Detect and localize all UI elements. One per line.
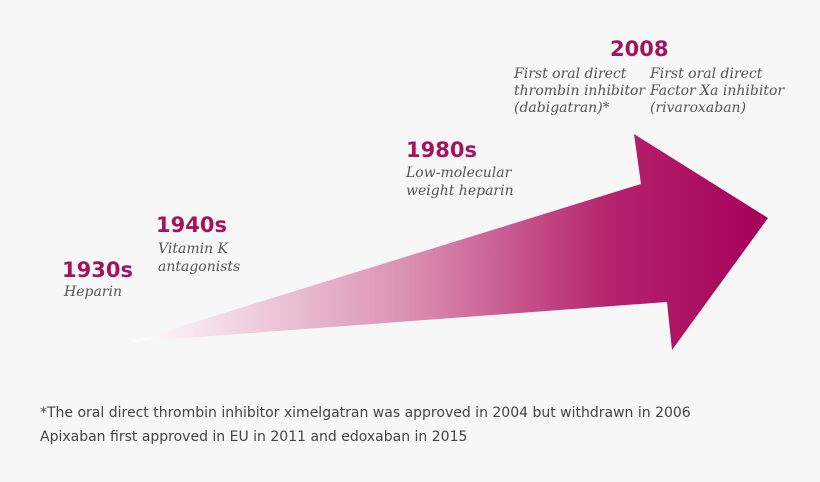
description: First oral direct <box>513 66 627 82</box>
description: weight heparin <box>406 183 514 199</box>
year: 1980s <box>406 138 477 162</box>
description: (rivaroxaban) <box>650 100 746 116</box>
description: First oral direct <box>649 66 763 82</box>
year: 1930s <box>62 258 133 282</box>
description: Low-molecular <box>405 165 513 181</box>
description: Vitamin K <box>158 241 230 257</box>
description: antagonists <box>158 259 240 275</box>
description: Factor Xa inhibitor <box>649 83 785 99</box>
description: (dabigatran)* <box>514 100 610 116</box>
arrow <box>130 134 768 350</box>
year: 2008 <box>610 37 668 61</box>
year: 1940s <box>156 213 227 237</box>
description: Heparin <box>63 284 122 300</box>
footnote: Apixaban first approved in EU in 2011 an… <box>40 429 467 445</box>
footnote: *The oral direct thrombin inhibitor xime… <box>40 405 691 421</box>
description: thrombin inhibitor <box>514 83 646 99</box>
